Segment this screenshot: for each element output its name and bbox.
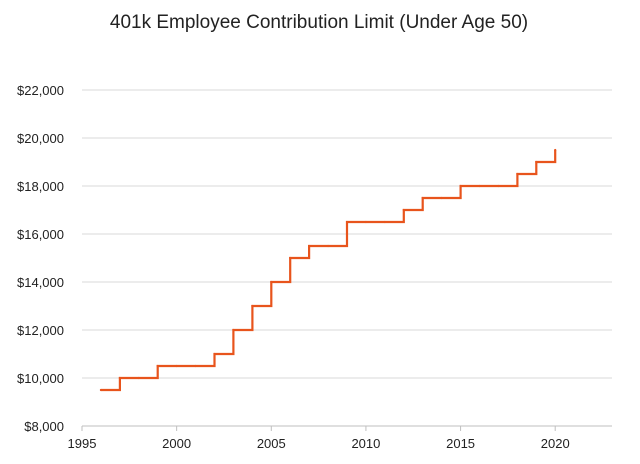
data-point xyxy=(516,172,519,176)
axis-layer: $8,000 $10,000 $12,000 $14,000 $16,000 $18,00… xyxy=(17,83,612,451)
y-tick-label: $12,000 xyxy=(17,323,64,338)
data-point xyxy=(194,364,197,368)
y-tick-label: $22,000 xyxy=(17,83,64,98)
data-point xyxy=(535,160,538,164)
data-point xyxy=(99,388,103,392)
data-point xyxy=(270,280,273,284)
data-point xyxy=(326,244,330,248)
x-tick-label: 2020 xyxy=(541,436,570,451)
series-layer xyxy=(99,148,557,392)
data-point xyxy=(402,208,405,212)
data-point xyxy=(345,220,349,224)
data-point xyxy=(459,184,462,188)
data-point xyxy=(497,184,500,188)
x-tick-label: 2010 xyxy=(351,436,380,451)
x-tick-label: 2000 xyxy=(162,436,191,451)
y-tick-label: $18,000 xyxy=(17,179,64,194)
series-line xyxy=(100,150,557,392)
data-point xyxy=(175,364,178,368)
y-tick-label: $20,000 xyxy=(17,131,64,146)
data-point xyxy=(251,304,254,308)
data-point xyxy=(440,196,443,200)
y-tick-label: $14,000 xyxy=(17,275,64,290)
x-tick-label: 1995 xyxy=(68,436,97,451)
data-point xyxy=(308,244,311,248)
data-point xyxy=(554,148,557,152)
data-point xyxy=(289,256,292,260)
data-point xyxy=(156,364,159,368)
chart-title: 401k Employee Contribution Limit (Under … xyxy=(110,12,528,33)
data-point xyxy=(137,376,140,380)
y-tick-label: $16,000 xyxy=(17,227,64,242)
y-tick-label: $10,000 xyxy=(17,371,64,386)
data-point xyxy=(421,196,424,200)
data-point xyxy=(232,328,235,332)
data-point xyxy=(364,220,368,224)
x-tick-label: 2015 xyxy=(446,436,475,451)
data-point xyxy=(383,220,386,224)
data-point xyxy=(478,184,481,188)
grid-layer xyxy=(82,89,612,379)
x-tick-label: 2005 xyxy=(257,436,286,451)
data-point xyxy=(118,376,121,380)
data-point xyxy=(213,352,216,356)
y-tick-label: $8,000 xyxy=(24,419,64,434)
